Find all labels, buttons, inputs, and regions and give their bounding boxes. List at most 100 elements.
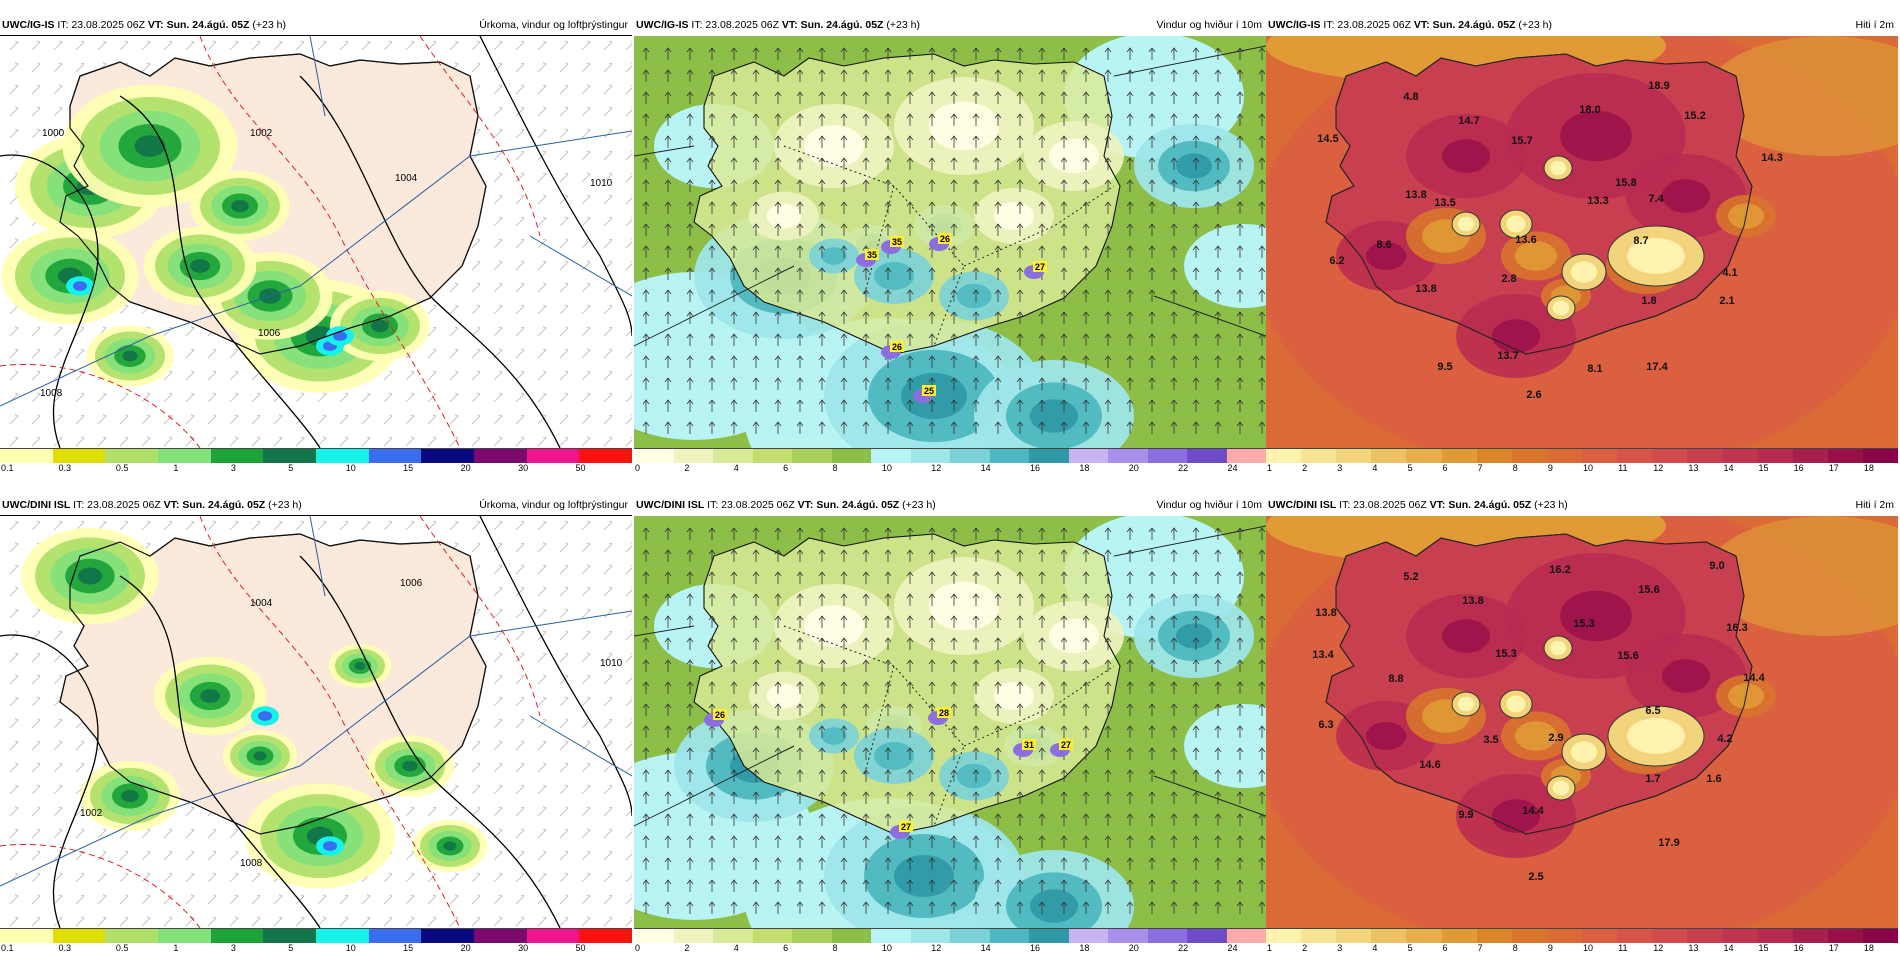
scale-tick-label: 5	[1407, 943, 1413, 953]
temp-label: 2.5	[1528, 871, 1543, 883]
color-scale-swatch	[1722, 449, 1758, 463]
temp-label: 17.9	[1658, 837, 1679, 849]
color-scale-swatch	[210, 449, 264, 463]
valid-time: Sun. 24.ágú. 05Z	[166, 19, 250, 31]
gust-label: 28	[939, 708, 949, 718]
isobar-label: 1002	[80, 808, 103, 819]
color-scale-swatch	[1511, 449, 1547, 463]
color-scale-swatch	[831, 449, 871, 463]
color-scale-swatch	[634, 449, 674, 463]
temp-label: 2.6	[1526, 389, 1541, 401]
scale-tick-label: 10	[345, 943, 356, 953]
color-scale-swatch	[579, 929, 632, 943]
wind-map: 26 28 31 27 27	[634, 516, 1266, 928]
color-scale	[634, 928, 1266, 943]
scale-tick-label: 7	[1477, 463, 1483, 473]
temp-label: 9.0	[1709, 560, 1724, 572]
scale-tick-label: 8	[832, 943, 838, 953]
panel-header: UWC/IG-IS IT: 23.08.2025 06Z VT: Sun. 24…	[0, 14, 632, 36]
color-scale-swatch	[673, 929, 713, 943]
panel-title: Úrkoma, vindur og loftþrýstingur	[479, 499, 628, 511]
color-scale-swatch	[579, 449, 632, 463]
color-scale-swatch	[1581, 449, 1618, 463]
valid-time: Sun. 24.ágú. 05Z	[816, 499, 900, 511]
scale-tick-label: 2	[684, 943, 690, 953]
color-scale-swatch	[910, 929, 950, 943]
color-scale-swatch	[1546, 449, 1582, 463]
scale-tick-label: 0.5	[115, 943, 129, 953]
panel-header: UWC/DINI ISL IT: 23.08.2025 06Z VT: Sun.…	[634, 494, 1266, 516]
color-scale-swatch	[263, 449, 317, 463]
color-scale	[1266, 928, 1898, 943]
scale-tick-label: 20	[460, 943, 471, 953]
temp-label: 15.6	[1617, 650, 1638, 662]
temp-label: 8.1	[1587, 363, 1602, 375]
color-scale-swatch	[950, 449, 990, 463]
isobar-label: 1008	[40, 388, 63, 399]
temp-label: 13.6	[1515, 234, 1536, 246]
color-scale-swatch	[1827, 449, 1863, 463]
color-scale-swatch	[0, 449, 53, 463]
scale-tick-label: 4	[733, 463, 739, 473]
temp-label: 13.8	[1315, 607, 1336, 619]
isobar-label: 1006	[400, 578, 423, 589]
temp-label: 8.6	[1376, 239, 1391, 251]
panel-header: UWC/IG-IS IT: 23.08.2025 06Z VT: Sun. 24…	[634, 14, 1266, 36]
color-scale-swatch	[1301, 929, 1337, 943]
temp-label: 13.7	[1497, 350, 1518, 362]
panel-dini-precip: UWC/DINI ISL IT: 23.08.2025 06Z VT: Sun.…	[0, 494, 632, 954]
color-scale	[0, 928, 632, 943]
color-scale-swatch	[0, 929, 53, 943]
color-scale-swatch	[421, 929, 475, 943]
color-scale-swatch	[52, 449, 106, 463]
lead-time: (+23 h)	[252, 19, 286, 31]
panel-title: Úrkoma, vindur og loftþrýstingur	[479, 19, 628, 31]
temp-label: 13.4	[1312, 649, 1334, 661]
temp-label: 14.5	[1317, 133, 1338, 145]
temp-label: 13.8	[1462, 595, 1483, 607]
valid-time: Sun. 24.ágú. 05Z	[182, 499, 266, 511]
model-name: UWC/DINI ISL	[636, 499, 705, 511]
color-scale-swatch	[752, 929, 792, 943]
init-time: IT: 23.08.2025 06Z	[1339, 499, 1427, 511]
color-scale-swatch	[421, 449, 475, 463]
lead-time: (+23 h)	[1518, 19, 1552, 31]
isobar-label: 1004	[250, 598, 273, 609]
panel-header: UWC/DINI ISL IT: 23.08.2025 06Z VT: Sun.…	[0, 494, 632, 516]
scale-labels: 0 2 4 6 8 10 12 14 16 18 20 22 24	[634, 942, 1266, 954]
temperature-map: 4.8 18.9 14.5 14.7 18.0 15.2 15.7 14.3 13.8 13.5 1…	[1266, 36, 1898, 448]
lead-time: (+23 h)	[886, 19, 920, 31]
gust-label: 35	[892, 237, 902, 247]
color-scale-swatch	[316, 449, 369, 463]
init-time: IT: 23.08.2025 06Z	[57, 19, 145, 31]
color-scale-swatch	[1511, 929, 1547, 943]
scale-tick-label: 18	[1863, 943, 1874, 953]
scale-tick-label: 15	[403, 463, 414, 473]
color-scale-swatch	[910, 449, 950, 463]
scale-tick-label: 5	[1407, 463, 1413, 473]
panel-header: UWC/IG-IS IT: 23.08.2025 06Z VT: Sun. 24…	[1266, 14, 1898, 36]
valid-label: VT:	[147, 19, 164, 31]
panel-title: Vindur og hviður í 10m	[1156, 19, 1262, 31]
color-scale-swatch	[474, 929, 527, 943]
color-scale-swatch	[1068, 929, 1108, 943]
gust-label: 26	[715, 710, 725, 720]
scale-tick-label: 20	[1128, 463, 1139, 473]
temp-label: 15.7	[1511, 135, 1532, 147]
gust-label: 27	[1061, 740, 1071, 750]
scale-tick-label: 12	[931, 463, 942, 473]
color-scale-swatch	[1687, 449, 1723, 463]
color-scale-swatch	[989, 929, 1029, 943]
temp-label: 9.5	[1437, 361, 1452, 373]
color-scale-swatch	[210, 929, 264, 943]
isobar-label: 1010	[600, 658, 623, 669]
panel-igis-precip: UWC/IG-IS IT: 23.08.2025 06Z VT: Sun. 24…	[0, 14, 632, 474]
color-scale	[634, 448, 1266, 463]
color-scale-swatch	[1147, 929, 1187, 943]
scale-tick-label: 12	[1653, 463, 1664, 473]
scale-tick-label: 3	[230, 943, 236, 953]
temp-label: 18.9	[1648, 80, 1669, 92]
scale-tick-label: 9	[1547, 943, 1553, 953]
scale-labels: 0.1 0.3 0.5 1 3 5 10 15 20 30 50	[0, 942, 632, 954]
isobar-label: 1000	[42, 128, 65, 139]
